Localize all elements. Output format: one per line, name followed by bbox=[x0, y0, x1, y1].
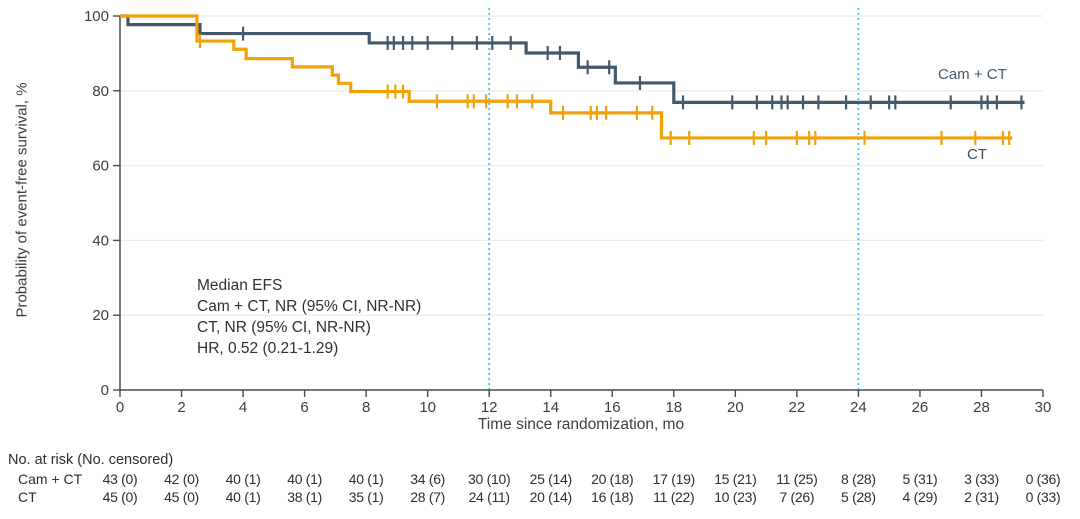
x-tick-label: 30 bbox=[1035, 399, 1052, 416]
x-tick-label: 22 bbox=[789, 399, 806, 416]
risk-table-header: No. at risk (No. censored) bbox=[8, 452, 174, 468]
x-tick-label: 20 bbox=[727, 399, 744, 416]
x-axis-title: Time since randomization, mo bbox=[477, 416, 685, 433]
risk-cell: 45 (0) bbox=[102, 489, 138, 505]
risk-cell: 0 (36) bbox=[1025, 471, 1061, 487]
risk-cell: 0 (33) bbox=[1025, 489, 1061, 505]
risk-cell: 25 (14) bbox=[529, 471, 573, 487]
median-efs-annotation: Median EFS Cam + CT, NR (95% CI, NR-NR) … bbox=[197, 275, 421, 359]
risk-cell: 40 (1) bbox=[348, 471, 384, 487]
x-tick-label: 12 bbox=[481, 399, 498, 416]
x-tick-label: 4 bbox=[239, 399, 247, 416]
risk-cell: 10 (23) bbox=[714, 489, 757, 505]
risk-cell: 40 (1) bbox=[287, 471, 322, 487]
risk-cell: 43 (0) bbox=[102, 471, 138, 487]
annotation-line-camct: Cam + CT, NR (95% CI, NR-NR) bbox=[197, 298, 422, 315]
x-tick-label: 28 bbox=[973, 399, 990, 416]
x-tick-label: 26 bbox=[912, 399, 929, 416]
x-tick-label: 16 bbox=[604, 399, 621, 416]
x-tick-label: 2 bbox=[177, 399, 185, 416]
risk-row-label: Cam + CT bbox=[18, 471, 83, 487]
x-tick-label: 18 bbox=[665, 399, 682, 416]
risk-cell: 11 (25) bbox=[776, 471, 818, 487]
x-tick-label: 14 bbox=[542, 399, 559, 416]
risk-cell: 5 (31) bbox=[902, 471, 938, 487]
annotation-line-hr: HR, 0.52 (0.21-1.29) bbox=[197, 340, 339, 357]
y-tick-label: 100 bbox=[84, 8, 109, 25]
risk-cell: 38 (1) bbox=[287, 489, 322, 505]
km-curve-ct bbox=[120, 14, 1013, 140]
risk-cell: 3 (33) bbox=[964, 471, 999, 487]
risk-row-label: CT bbox=[18, 489, 37, 505]
curve-label-camct: Cam + CT bbox=[938, 66, 1007, 83]
risk-cell: 5 (28) bbox=[841, 489, 876, 505]
x-tick-label: 0 bbox=[116, 399, 124, 416]
y-tick-label: 80 bbox=[92, 83, 109, 100]
y-tick-label: 40 bbox=[92, 232, 109, 249]
risk-cell: 15 (21) bbox=[714, 471, 757, 487]
risk-cell: 16 (18) bbox=[591, 489, 634, 505]
annotation-line-median: Median EFS bbox=[197, 277, 283, 294]
risk-cell: 2 (31) bbox=[964, 489, 999, 505]
risk-cell: 24 (11) bbox=[468, 489, 511, 505]
risk-cell: 28 (7) bbox=[410, 489, 446, 505]
x-tick-label: 10 bbox=[419, 399, 436, 416]
curve-label-ct: CT bbox=[967, 146, 987, 163]
annotation-line-ct: CT, NR (95% CI, NR-NR) bbox=[197, 319, 371, 336]
risk-cell: 20 (14) bbox=[529, 489, 573, 505]
risk-cell: 34 (6) bbox=[410, 471, 446, 487]
risk-cell: 30 (10) bbox=[468, 471, 511, 487]
risk-cell: 40 (1) bbox=[225, 489, 261, 505]
y-tick-label: 0 bbox=[101, 382, 109, 399]
km-curve-camct bbox=[120, 14, 1025, 104]
risk-cell: 42 (0) bbox=[164, 471, 199, 487]
risk-cell: 17 (19) bbox=[652, 471, 696, 487]
risk-cell: 40 (1) bbox=[225, 471, 261, 487]
risk-cell: 45 (0) bbox=[164, 489, 199, 505]
y-tick-label: 60 bbox=[92, 158, 109, 175]
risk-cell: 11 (22) bbox=[653, 489, 695, 505]
risk-cell: 35 (1) bbox=[348, 489, 384, 505]
x-tick-label: 24 bbox=[850, 399, 867, 416]
y-axis-title: Probability of event-free survival, % bbox=[13, 82, 31, 318]
risk-cell: 20 (18) bbox=[591, 471, 634, 487]
risk-cell: 7 (26) bbox=[779, 489, 815, 505]
risk-cell: 4 (29) bbox=[902, 489, 938, 505]
x-tick-label: 6 bbox=[300, 399, 308, 416]
y-tick-label: 20 bbox=[92, 307, 109, 324]
x-tick-label: 8 bbox=[362, 399, 370, 416]
risk-cell: 8 (28) bbox=[841, 471, 876, 487]
